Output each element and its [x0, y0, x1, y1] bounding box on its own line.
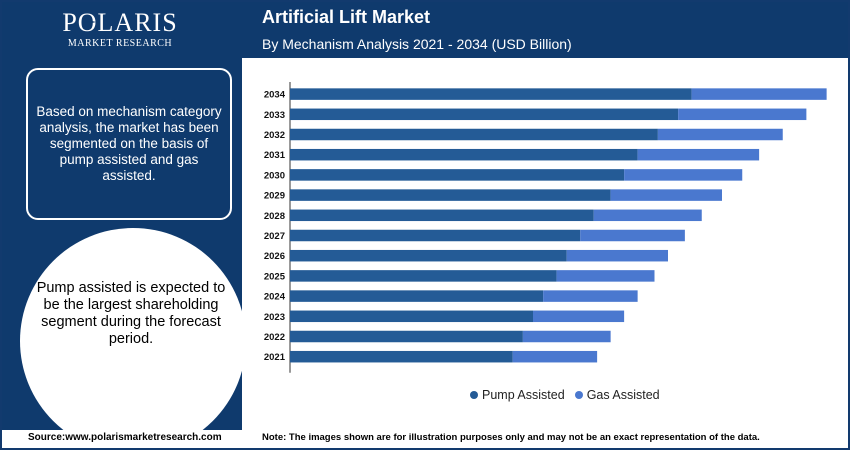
bar-pump-2023: [290, 310, 533, 323]
y-tick-label-2026: 2026: [264, 251, 285, 262]
bar-gas-2029: [610, 189, 722, 201]
bar-pump-2031: [290, 148, 638, 161]
legend-dot-gas: [574, 391, 583, 399]
bar-gas-2026: [566, 249, 668, 262]
bar-pump-2025: [290, 270, 557, 282]
header-band: [242, 2, 848, 58]
y-tick-label-2030: 2030: [264, 170, 285, 181]
bar-pump-2021: [290, 350, 513, 363]
y-tick-label-2021: 2021: [264, 352, 286, 363]
bar-gas-2027: [580, 229, 685, 242]
y-tick-label-2031: 2031: [264, 150, 286, 161]
bar-gas-2022: [522, 330, 611, 343]
y-tick-label-2022: 2022: [264, 332, 285, 343]
bar-gas-2034: [691, 88, 827, 100]
legend-label-pump: Pump Assisted: [482, 388, 565, 402]
y-tick-label-2028: 2028: [264, 211, 285, 222]
compass-star-icon: [86, 17, 96, 27]
y-tick-label-2027: 2027: [264, 231, 285, 242]
left-panel: [2, 2, 242, 430]
note-text: Note: The images shown are for illustrat…: [262, 432, 760, 443]
y-tick-label-2032: 2032: [264, 130, 285, 141]
bar-pump-2030: [290, 169, 625, 181]
bar-gas-2033: [678, 108, 807, 121]
legend-item-gas: Gas Assisted: [574, 388, 660, 402]
bar-pump-2028: [290, 209, 594, 222]
chart-legend: Pump Assisted Gas Assisted: [470, 388, 670, 402]
bar-pump-2024: [290, 290, 544, 302]
info-text: Based on mechanism category analysis, th…: [36, 104, 222, 183]
bar-pump-2034: [290, 88, 692, 100]
bar-pump-2022: [290, 330, 523, 343]
brand-tagline: MARKET RESEARCH: [67, 38, 173, 49]
bar-pump-2032: [290, 128, 658, 141]
legend-dot-pump: [470, 391, 478, 399]
bar-gas-2023: [533, 310, 625, 323]
info-box: Based on mechanism category analysis, th…: [26, 68, 232, 220]
y-tick-label-2023: 2023: [264, 312, 285, 323]
bar-pump-2027: [290, 229, 581, 242]
legend-item-pump: Pump Assisted: [470, 388, 565, 402]
bar-gas-2032: [657, 128, 783, 141]
circle-text: Pump assisted is expected to be the larg…: [36, 280, 226, 347]
bar-pump-2029: [290, 189, 611, 201]
bar-chart: 2034 2033 2032 2031 2030 2029 2028 2027 2026 2025…: [264, 82, 827, 373]
bar-gas-2021: [512, 350, 598, 363]
highlight-circle: [20, 228, 242, 430]
bar-pump-2026: [290, 249, 567, 262]
bar-gas-2024: [543, 290, 638, 302]
bar-pump-2033: [290, 108, 679, 121]
y-tick-label-2033: 2033: [264, 110, 285, 121]
chart-title: Artificial Lift Market: [262, 7, 431, 27]
legend-label-gas: Gas Assisted: [586, 388, 660, 402]
source-text: Source:www.polarismarketresearch.com: [28, 432, 222, 443]
y-tick-label-2029: 2029: [264, 191, 285, 202]
y-tick-label-2034: 2034: [264, 90, 286, 101]
brand-logo: POLARIS: [62, 8, 178, 37]
bar-gas-2025: [556, 270, 655, 282]
y-tick-label-2024: 2024: [264, 292, 286, 303]
chart-subtitle: By Mechanism Analysis 2021 - 2034 (USD B…: [262, 36, 572, 52]
bar-gas-2031: [637, 148, 760, 161]
y-tick-label-2025: 2025: [264, 271, 286, 282]
bar-gas-2030: [624, 169, 743, 181]
bar-gas-2028: [593, 209, 702, 222]
